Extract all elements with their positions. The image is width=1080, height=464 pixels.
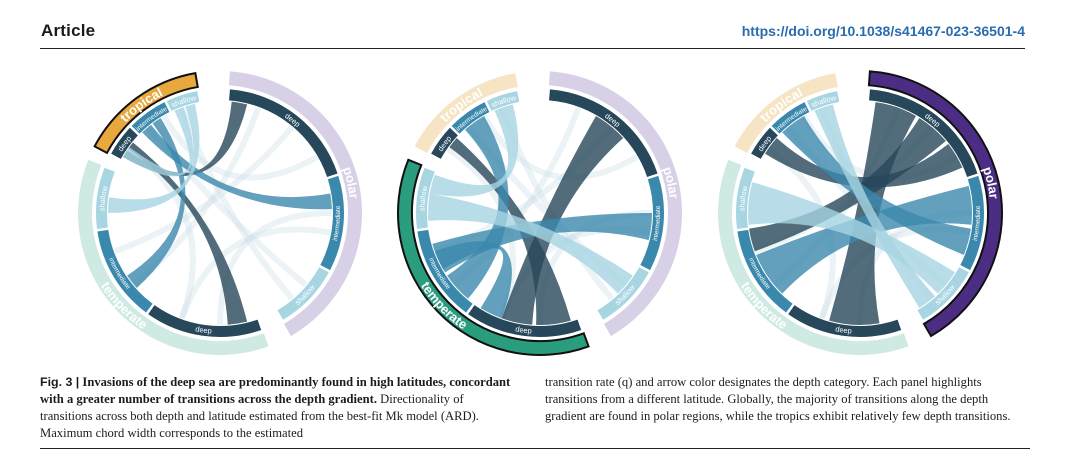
transition-chord-intermediate bbox=[756, 185, 972, 294]
depth-segment-shallow bbox=[736, 167, 755, 229]
transition-chord-shallow bbox=[429, 104, 519, 197]
depth-segment-deep bbox=[751, 127, 778, 159]
depth-segment-deep bbox=[431, 127, 458, 159]
depth-segment-intermediate bbox=[131, 102, 170, 134]
transition-chord-intermediate bbox=[782, 116, 971, 255]
background-chord bbox=[217, 210, 333, 326]
transition-chord-shallow bbox=[748, 182, 955, 294]
depth-label-shallow: shallow bbox=[417, 185, 429, 212]
chord-panel-polar: deepintermediateshallowdeepintermediates… bbox=[718, 70, 1003, 355]
transition-chord-intermediate bbox=[447, 116, 509, 299]
depth-label-deep: deep bbox=[515, 324, 533, 335]
depth-segment-deep bbox=[148, 305, 262, 337]
transition-chord-intermediate bbox=[432, 213, 652, 273]
latitude-label-polar: polar bbox=[980, 165, 1002, 200]
depth-segment-shallow bbox=[166, 91, 200, 111]
depth-label-deep: deep bbox=[835, 324, 853, 335]
transition-chord-deep bbox=[449, 138, 571, 325]
transition-chord-intermediate bbox=[142, 124, 332, 210]
transition-chord-shallow bbox=[814, 104, 935, 308]
depth-segment-shallow bbox=[415, 167, 435, 229]
transition-chord-deep bbox=[123, 101, 248, 177]
figure-caption: Fig. 3 | Invasions of the deep sea are p… bbox=[40, 374, 1030, 449]
latitude-ring-temperate bbox=[718, 159, 909, 355]
chord-panel-temperate: deepintermediateshallowdeepintermediates… bbox=[397, 71, 682, 356]
section-label: Article bbox=[41, 21, 96, 40]
depth-segment-intermediate bbox=[960, 175, 984, 271]
caption-body-right: transition rate (q) and arrow color desi… bbox=[545, 375, 1011, 423]
depth-segment-deep bbox=[549, 89, 658, 177]
depth-segment-deep bbox=[869, 89, 978, 177]
latitude-label-polar: polar bbox=[660, 165, 682, 200]
latitude-ring-polar bbox=[548, 71, 682, 336]
depth-segment-intermediate bbox=[417, 229, 473, 313]
depth-label-intermediate: intermediate bbox=[652, 205, 662, 242]
caption-right-column: transition rate (q) and arrow color desi… bbox=[545, 374, 1023, 425]
transition-chord-shallow bbox=[428, 193, 633, 294]
transition-chord-deep bbox=[501, 116, 624, 325]
transition-chord-shallow bbox=[123, 107, 194, 177]
latitude-ring-temperate bbox=[397, 158, 590, 356]
depth-segment-intermediate bbox=[737, 229, 793, 313]
depth-segment-deep bbox=[788, 305, 902, 337]
page-header: Article https://doi.org/10.1038/s41467-0… bbox=[40, 14, 1025, 49]
latitude-ring-tropical bbox=[734, 73, 838, 153]
depth-label-shallow: shallow bbox=[737, 185, 749, 212]
depth-segment-intermediate bbox=[640, 175, 664, 271]
depth-segment-shallow bbox=[597, 267, 649, 320]
transition-chord-shallow bbox=[108, 103, 200, 213]
background-chord bbox=[481, 114, 639, 181]
latitude-label-polar: polar bbox=[340, 165, 362, 200]
depth-label-deep: deep bbox=[195, 324, 213, 335]
latitude-ring-polar bbox=[228, 71, 362, 336]
depth-segment-shallow bbox=[917, 267, 969, 320]
depth-label-intermediate: intermediate bbox=[972, 205, 982, 242]
figure-number: Fig. 3 | bbox=[40, 375, 80, 389]
latitude-ring-tropical bbox=[93, 71, 199, 155]
depth-segment-deep bbox=[229, 89, 338, 177]
depth-label-shallow: shallow bbox=[97, 185, 109, 212]
background-chord bbox=[161, 114, 319, 181]
depth-label-intermediate: intermediate bbox=[332, 205, 342, 242]
background-chord bbox=[178, 226, 331, 320]
doi-link[interactable]: https://doi.org/10.1038/s41467-023-36501… bbox=[741, 23, 1025, 39]
depth-segment-shallow bbox=[806, 91, 840, 111]
transition-chord-intermediate bbox=[127, 118, 186, 288]
chord-panel-tropical: deepintermediateshallowdeepintermediates… bbox=[78, 71, 362, 355]
latitude-ring-temperate bbox=[78, 159, 269, 355]
chord-diagram-figure: deep intermediate shallow deep intermediate s… bbox=[40, 66, 1040, 366]
depth-segment-deep bbox=[468, 305, 582, 337]
depth-segment-intermediate bbox=[451, 102, 490, 134]
background-chord bbox=[178, 106, 295, 301]
transition-chord-deep bbox=[765, 138, 963, 188]
transition-chord-deep bbox=[128, 142, 248, 325]
depth-segment-deep bbox=[111, 127, 138, 159]
latitude-ring-polar bbox=[867, 70, 1003, 338]
depth-segment-shallow bbox=[96, 167, 115, 229]
depth-segment-intermediate bbox=[320, 175, 344, 271]
caption-body-left: Directionality of transitions across bot… bbox=[40, 392, 479, 440]
latitude-ring-tropical bbox=[414, 73, 518, 153]
caption-left-column: Fig. 3 | Invasions of the deep sea are p… bbox=[40, 374, 516, 442]
transition-chord-intermediate bbox=[434, 241, 512, 319]
background-chord bbox=[113, 125, 295, 255]
depth-segment-intermediate bbox=[97, 229, 153, 313]
figure-title: Invasions of the deep sea are predominan… bbox=[40, 375, 511, 406]
depth-segment-intermediate bbox=[771, 102, 810, 134]
depth-segment-shallow bbox=[277, 267, 329, 320]
depth-segment-shallow bbox=[486, 91, 520, 111]
chord-diagram-panels: deep intermediate shallow deep intermediate s… bbox=[78, 70, 1003, 356]
